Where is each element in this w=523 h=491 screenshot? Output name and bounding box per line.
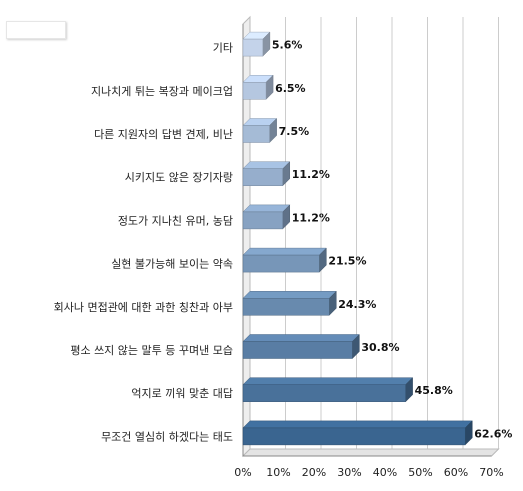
x-tick-label: 50% [408,466,432,479]
category-label: 지나치게 튀는 복장과 메이크업 [91,85,233,98]
labels: 0% 10% 20% 30% 40% 50% 60% 70% 기타 5.6% 지나치게 튀는 복장과… [54,39,513,479]
category-label: 실현 불가능해 보이는 약속 [111,257,233,271]
x-tick-label: 70% [479,466,503,479]
bar [242,290,337,316]
category-label: 억지로 끼워 맞춘 대답 [131,387,233,400]
bar [242,247,327,273]
value-label: 21.5% [328,255,366,268]
bar-front [242,254,320,273]
bar-front [242,384,406,402]
bar-top [242,420,473,429]
x-tick-label: 0% [234,466,251,479]
category-label: 무조건 열심히 하겠다는 태도 [101,429,233,443]
x-tick-label: 20% [302,466,326,479]
bar-front [242,427,466,446]
value-label: 62.6% [474,427,512,440]
category-label: 기타 [213,42,233,55]
category-label: 평소 쓰지 않는 말투 등 꾸며낸 모습 [70,344,233,357]
bar-front [242,82,267,100]
category-label: 회사나 면접관에 대한 과한 칭찬과 아부 [54,300,233,314]
value-label: 6.5% [275,82,306,95]
floor [241,448,500,457]
bar-top [242,291,337,299]
bar [242,31,271,57]
category-label: 정도가 지나친 유머, 농담 [118,214,233,227]
category-label: 다른 지원자의 답변 견제, 비난 [94,128,233,141]
value-label: 30.8% [361,341,399,354]
x-tick-label: 60% [444,466,468,479]
bar-front [242,168,284,186]
category-label: 시키지도 않은 장기자랑 [125,171,233,184]
bar-top [242,377,414,385]
bar [242,204,291,230]
bar [242,161,291,187]
bar [242,117,278,144]
bar-top [242,204,291,213]
bar-top [242,247,327,256]
bar [242,377,414,403]
x-tick-label: 40% [373,466,397,479]
bar-top [242,161,291,169]
value-label: 11.2% [292,168,330,181]
x-tick-label: 30% [337,466,361,479]
bar [242,333,360,360]
logo-stamp [6,21,66,39]
bar [242,420,473,446]
bar-front [242,38,264,57]
x-tick-label: 10% [266,466,290,479]
bar-top [242,334,360,342]
bar-front [242,298,330,316]
bar-front [242,125,270,143]
value-label: 45.8% [415,384,453,397]
bars [242,31,473,446]
bar-front [242,211,284,230]
value-label: 5.6% [272,39,303,52]
bar-front [242,341,353,359]
value-label: 7.5% [279,125,310,138]
value-label: 11.2% [292,211,330,224]
bar [242,74,274,100]
value-label: 24.3% [338,298,376,311]
